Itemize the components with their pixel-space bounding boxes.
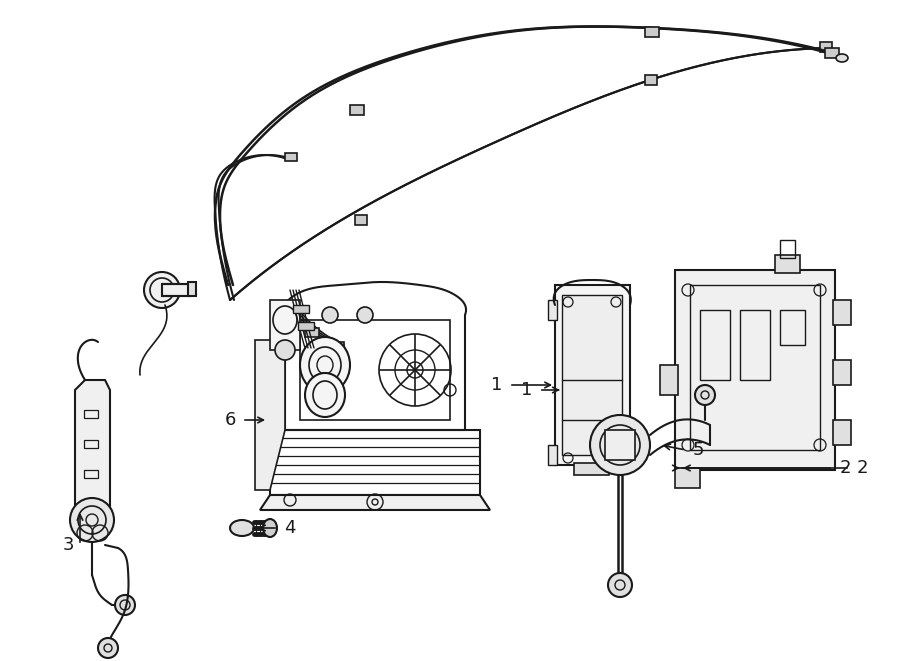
Bar — [605, 430, 635, 460]
Ellipse shape — [70, 498, 114, 542]
Text: 1: 1 — [491, 376, 503, 394]
Bar — [84, 410, 98, 418]
Bar — [270, 430, 480, 495]
Bar — [548, 445, 557, 465]
Polygon shape — [75, 380, 110, 530]
Bar — [825, 48, 839, 58]
Bar — [820, 42, 832, 52]
Bar — [548, 300, 557, 320]
Ellipse shape — [98, 638, 118, 658]
Text: 2: 2 — [856, 459, 868, 477]
Bar — [330, 342, 344, 351]
Bar — [84, 440, 98, 448]
Bar — [355, 215, 367, 225]
Bar — [780, 240, 795, 258]
Bar — [555, 285, 630, 465]
Ellipse shape — [608, 573, 632, 597]
Bar — [305, 328, 319, 337]
Bar — [188, 282, 196, 296]
Ellipse shape — [836, 54, 848, 62]
Bar — [740, 310, 770, 380]
Ellipse shape — [357, 307, 373, 323]
Bar — [775, 255, 800, 273]
Bar — [660, 365, 678, 395]
Ellipse shape — [322, 307, 338, 323]
Bar — [270, 300, 300, 350]
Bar — [645, 27, 659, 37]
Ellipse shape — [144, 272, 180, 308]
Ellipse shape — [263, 519, 277, 537]
Bar — [285, 153, 297, 161]
Ellipse shape — [695, 385, 715, 405]
Bar — [690, 285, 820, 450]
Ellipse shape — [230, 520, 254, 536]
Polygon shape — [260, 495, 490, 510]
Text: 6: 6 — [224, 411, 236, 429]
Bar — [562, 295, 622, 455]
Bar — [293, 305, 309, 313]
Bar — [833, 360, 851, 385]
Bar — [833, 420, 851, 445]
Ellipse shape — [300, 337, 350, 393]
Ellipse shape — [305, 373, 345, 417]
Ellipse shape — [590, 415, 650, 475]
Bar — [298, 322, 314, 330]
Text: 2: 2 — [839, 459, 850, 477]
Bar — [700, 310, 730, 380]
Ellipse shape — [115, 595, 135, 615]
Text: 4: 4 — [284, 519, 296, 537]
Bar — [675, 468, 700, 488]
Bar — [84, 470, 98, 478]
Bar — [833, 300, 851, 325]
Bar — [300, 320, 450, 420]
Polygon shape — [255, 340, 285, 490]
Text: 5: 5 — [692, 441, 704, 459]
Bar — [574, 463, 609, 475]
Bar — [675, 270, 835, 470]
Bar — [162, 284, 190, 296]
Bar — [780, 310, 805, 345]
Bar — [350, 105, 364, 115]
Bar — [645, 75, 657, 85]
Text: 1: 1 — [521, 381, 533, 399]
Ellipse shape — [275, 340, 295, 360]
Text: 3: 3 — [62, 536, 74, 554]
